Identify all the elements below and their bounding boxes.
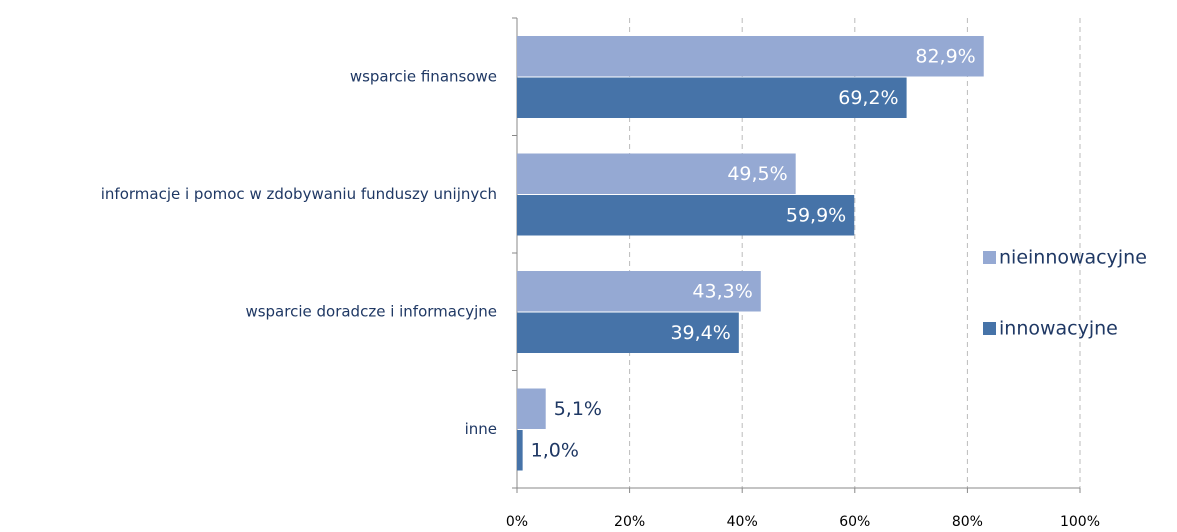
x-tick-label: 100% [1060,514,1100,530]
y-tick-label: wsparcie finansowe [350,67,497,85]
bar [517,312,739,353]
value-label: 59,9% [786,204,846,226]
value-label: 82,9% [915,45,975,67]
value-label: 49,5% [727,163,787,185]
value-label: 69,2% [838,87,898,109]
x-tick-label: 80% [952,514,983,530]
y-tick-label: informacje i pomoc w zdobywaniu funduszy… [101,185,497,203]
bar [517,77,907,118]
bar [517,195,855,236]
bar [517,36,984,77]
value-label: 1,0% [531,439,579,461]
x-tick-label: 60% [839,514,870,530]
y-tick-label: wsparcie doradcze i informacyjne [245,302,497,320]
bar [517,430,523,471]
x-tick-label: 40% [727,514,758,530]
y-tick-label: inne [465,420,497,438]
bar [517,271,761,312]
value-label: 43,3% [692,280,752,302]
bar [517,153,796,194]
bar [517,388,546,429]
legend-swatch [983,251,996,264]
legend-label: innowacyjne [999,318,1118,340]
value-label: 5,1% [554,398,602,420]
x-tick-label: 0% [506,514,528,530]
legend-swatch [983,322,996,335]
value-label: 39,4% [670,322,730,344]
legend-label: nieinnowacyjne [999,247,1147,269]
x-tick-label: 20% [614,514,645,530]
